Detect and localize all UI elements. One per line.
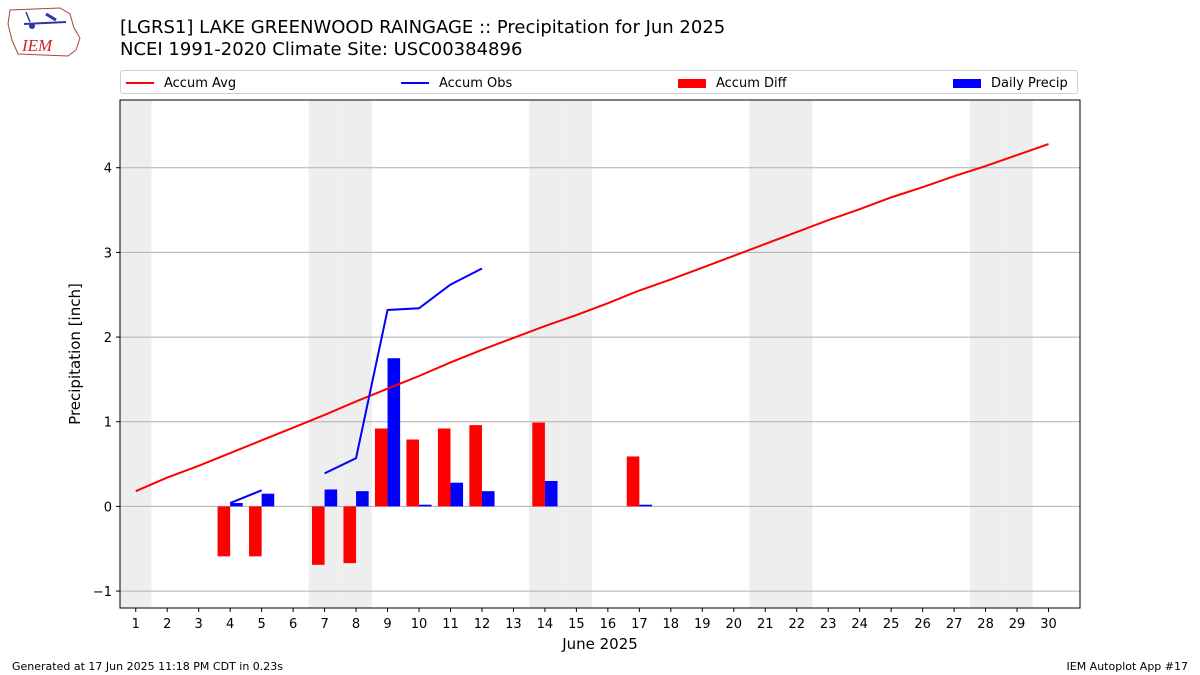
daily-precip-bar: [450, 482, 464, 507]
weekend-shade: [780, 100, 813, 608]
legend-item-daily-precip: Daily Precip: [953, 74, 1068, 92]
chart-legend: Accum Avg Accum Obs Accum Diff Daily Pre…: [120, 70, 1078, 94]
y-tick-label: 1: [104, 416, 112, 431]
weekend-shade: [529, 100, 561, 608]
x-tick-label: 15: [568, 617, 585, 632]
app-credit: IEM Autoplot App #17: [1066, 660, 1189, 673]
chart-title-line1: [LGRS1] LAKE GREENWOOD RAINGAGE :: Preci…: [120, 17, 726, 38]
y-tick-label: −1: [93, 585, 112, 600]
accum-diff-bar: [343, 506, 357, 564]
accum-diff-bar: [374, 428, 388, 507]
x-tick-label: 11: [442, 617, 459, 632]
legend-label: Accum Obs: [439, 75, 513, 91]
x-tick-label: 13: [505, 617, 522, 632]
weekend-shade: [560, 100, 593, 608]
legend-label: Daily Precip: [991, 75, 1068, 91]
daily-precip-bar: [230, 503, 243, 507]
chart-title: [LGRS1] LAKE GREENWOOD RAINGAGE :: Preci…: [120, 17, 725, 61]
daily-precip-bar: [324, 489, 338, 507]
x-tick-label: 14: [537, 617, 554, 632]
daily-precip-bar: [356, 491, 369, 507]
x-tick-label: 12: [474, 617, 491, 632]
x-tick-label: 16: [600, 617, 617, 632]
accum-diff-bar: [626, 456, 640, 507]
accum-diff-bar: [437, 428, 451, 507]
x-tick-label: 28: [977, 617, 994, 632]
x-tick-label: 2: [163, 617, 171, 632]
y-tick-label: 0: [104, 500, 112, 515]
daily-precip-bar: [387, 358, 401, 507]
legend-label: Accum Diff: [716, 75, 787, 91]
x-tick-label: 4: [226, 617, 234, 632]
legend-item-accum-diff: Accum Diff: [678, 74, 787, 92]
legend-item-accum-obs: Accum Obs: [401, 74, 512, 92]
x-tick-label: 30: [1040, 617, 1057, 632]
accum-obs-line: [229, 489, 263, 504]
accum-diff-bar: [406, 439, 420, 507]
x-tick-label: 26: [914, 617, 931, 632]
weekend-shade: [969, 100, 1002, 608]
accum-avg-line: [135, 143, 1049, 493]
x-tick-label: 18: [663, 617, 680, 632]
x-axis-label: June 2025: [561, 635, 638, 653]
y-tick-label: 3: [104, 246, 112, 261]
legend-swatch-blue-line: [401, 82, 429, 84]
x-tick-label: 6: [289, 617, 297, 632]
x-tick-label: 21: [757, 617, 774, 632]
plot-frame: [119, 99, 1081, 609]
daily-precip-bar: [544, 481, 558, 507]
legend-swatch-red-line: [126, 82, 154, 84]
x-tick-label: 7: [320, 617, 328, 632]
weekend-shade: [749, 100, 781, 608]
generated-timestamp: Generated at 17 Jun 2025 11:18 PM CDT in…: [12, 660, 284, 673]
accum-obs-line: [324, 267, 483, 475]
legend-swatch-blue-bar: [953, 78, 981, 88]
accum-diff-bar: [469, 425, 482, 507]
legend-item-accum-avg: Accum Avg: [126, 74, 236, 92]
daily-precip-bar: [639, 504, 652, 507]
iem-logo: IEM: [6, 4, 82, 60]
x-tick-label: 3: [195, 617, 203, 632]
x-tick-label: 19: [694, 617, 711, 632]
y-tick-label: 2: [104, 331, 112, 346]
x-tick-label: 1: [132, 617, 140, 632]
x-tick-label: 20: [725, 617, 742, 632]
x-tick-label: 8: [352, 617, 360, 632]
x-tick-label: 25: [883, 617, 900, 632]
accum-diff-bar: [312, 506, 325, 565]
x-tick-label: 17: [631, 617, 648, 632]
legend-label: Accum Avg: [164, 75, 237, 91]
x-tick-label: 10: [411, 617, 428, 632]
weekend-shade: [1001, 100, 1033, 608]
accum-diff-bar: [532, 422, 545, 507]
chart-title-line2: NCEI 1991-2020 Climate Site: USC00384896: [120, 39, 523, 60]
accum-diff-bar: [217, 506, 231, 557]
weekend-shade: [120, 100, 152, 608]
logo-text: IEM: [21, 36, 53, 55]
accum-diff-bar: [249, 506, 262, 557]
daily-precip-bar: [481, 491, 495, 507]
x-tick-label: 22: [788, 617, 805, 632]
x-tick-label: 23: [820, 617, 837, 632]
x-tick-label: 9: [383, 617, 391, 632]
x-tick-label: 24: [851, 617, 868, 632]
iem-weather-station-logo-icon: IEM: [7, 7, 81, 57]
daily-precip-bar: [261, 493, 275, 507]
y-axis-label: Precipitation [inch]: [66, 283, 84, 425]
y-tick-label: 4: [104, 162, 112, 177]
legend-swatch-red-bar: [678, 78, 706, 88]
x-tick-label: 29: [1009, 617, 1026, 632]
x-tick-label: 5: [257, 617, 265, 632]
x-tick-label: 27: [946, 617, 963, 632]
daily-precip-bar: [419, 504, 432, 507]
